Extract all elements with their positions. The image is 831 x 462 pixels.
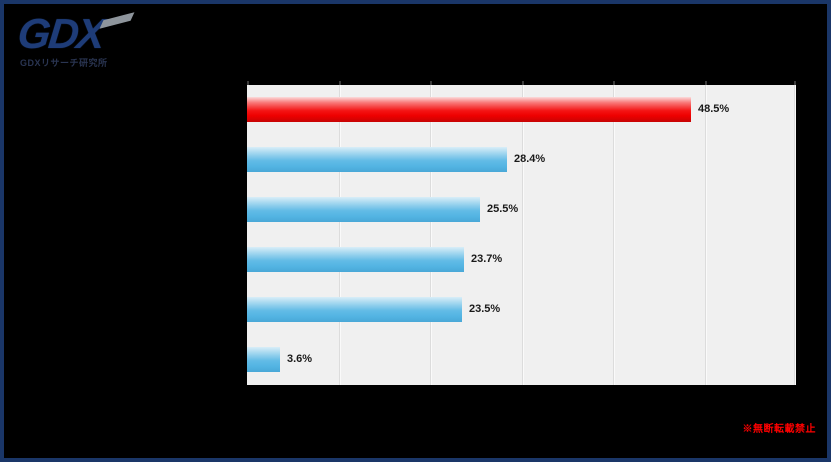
bar-value-label: 48.5% <box>698 103 730 115</box>
gridline <box>613 85 615 385</box>
axis-tick <box>339 81 341 85</box>
bar-highlighted <box>247 97 691 122</box>
gridline <box>522 85 524 385</box>
bar-row: 23.7% <box>247 235 796 285</box>
gridline <box>430 85 432 385</box>
gdx-logo: GDX GDXリサーチ研究所 <box>16 10 148 72</box>
axis-tick <box>705 81 707 85</box>
bar-row: 48.5% <box>247 85 796 135</box>
bar <box>247 197 480 222</box>
axis-tick <box>522 81 524 85</box>
gridline <box>339 85 341 385</box>
gridline <box>794 85 796 385</box>
bar <box>247 147 507 172</box>
gridline <box>705 85 707 385</box>
bar-value-label: 25.5% <box>487 203 519 215</box>
bar-chart-plot-area: 48.5% 28.4% 25.5% 23.7% 23.5% 3.6% <box>247 81 796 385</box>
bar-row: 28.4% <box>247 135 796 185</box>
bar <box>247 247 464 272</box>
bar-row: 23.5% <box>247 285 796 335</box>
gdx-logo-subtitle: GDXリサーチ研究所 <box>20 58 108 68</box>
axis-tick <box>613 81 615 85</box>
bar-value-label: 3.6% <box>287 353 313 365</box>
bar <box>247 297 462 322</box>
bar-value-label: 23.7% <box>471 253 503 265</box>
axis-tick <box>430 81 432 85</box>
axis-tick <box>794 81 796 85</box>
bar <box>247 347 280 372</box>
bar-value-label: 28.4% <box>514 153 546 165</box>
axis-tick <box>247 81 249 85</box>
bar-value-label: 23.5% <box>469 303 501 315</box>
bar-row: 25.5% <box>247 185 796 235</box>
bar-row: 3.6% <box>247 335 796 385</box>
copyright-notice: ※無断転載禁止 <box>742 424 816 435</box>
